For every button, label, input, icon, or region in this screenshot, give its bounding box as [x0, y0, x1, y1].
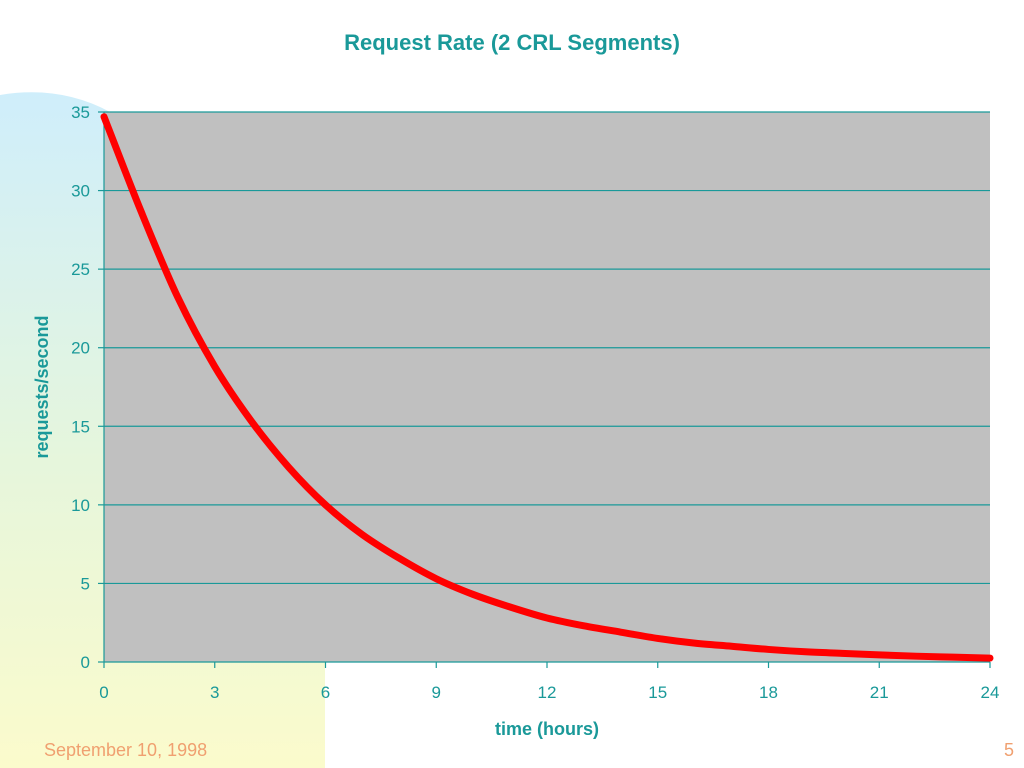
x-tick-label: 18: [759, 683, 778, 702]
y-tick-label: 0: [81, 653, 90, 672]
x-tick-label: 15: [648, 683, 667, 702]
data-point: [396, 555, 402, 561]
axes: 0 5 10 15 20 25 30 35 0 3 6 9 12 15 18 21 24: [71, 103, 999, 702]
data-point: [359, 532, 365, 538]
y-tick-label: 35: [71, 103, 90, 122]
data-point: [581, 623, 587, 629]
x-tick-label: 21: [870, 683, 889, 702]
data-point: [433, 576, 439, 582]
y-tick-label: 30: [71, 182, 90, 201]
data-point: [212, 364, 218, 370]
x-tick-label: 6: [321, 683, 330, 702]
data-point: [175, 294, 181, 300]
data-point: [507, 604, 513, 610]
data-point: [913, 653, 919, 659]
series-layer: [100, 113, 994, 662]
x-axis-title: time (hours): [495, 719, 599, 739]
data-point: [618, 629, 624, 635]
data-point: [470, 591, 476, 597]
y-tick-label: 10: [71, 496, 90, 515]
y-tick-label: 25: [71, 260, 90, 279]
footer-date: September 10, 1998: [44, 740, 208, 760]
data-point: [101, 114, 107, 120]
data-point: [876, 652, 882, 658]
plot-area: [104, 112, 990, 662]
data-point: [544, 615, 550, 621]
data-point: [802, 649, 808, 655]
x-tick-label: 3: [210, 683, 219, 702]
x-tick-label: 12: [538, 683, 557, 702]
data-point: [692, 640, 698, 646]
data-point: [323, 502, 328, 508]
chart-title: Request Rate (2 CRL Segments): [344, 30, 680, 55]
data-point: [839, 650, 845, 656]
data-point: [987, 655, 993, 661]
data-point: [286, 464, 292, 470]
data-point: [655, 635, 661, 641]
axis-labels: time (hours) requests/second: [32, 315, 599, 739]
y-axis-title: requests/second: [32, 315, 52, 458]
x-tick-label: 24: [981, 683, 1000, 702]
y-tick-label: 15: [71, 417, 90, 436]
data-point: [950, 654, 956, 660]
x-tick-label: 9: [432, 683, 441, 702]
y-tick-label: 5: [81, 574, 90, 593]
page-number: 5: [1003, 740, 1014, 760]
data-point: [729, 643, 735, 649]
data-point: [249, 419, 255, 425]
data-point: [766, 646, 771, 652]
data-point: [138, 208, 144, 214]
gridlines: [104, 111, 990, 585]
x-tick-label: 0: [99, 683, 108, 702]
y-tick-label: 20: [71, 339, 90, 358]
